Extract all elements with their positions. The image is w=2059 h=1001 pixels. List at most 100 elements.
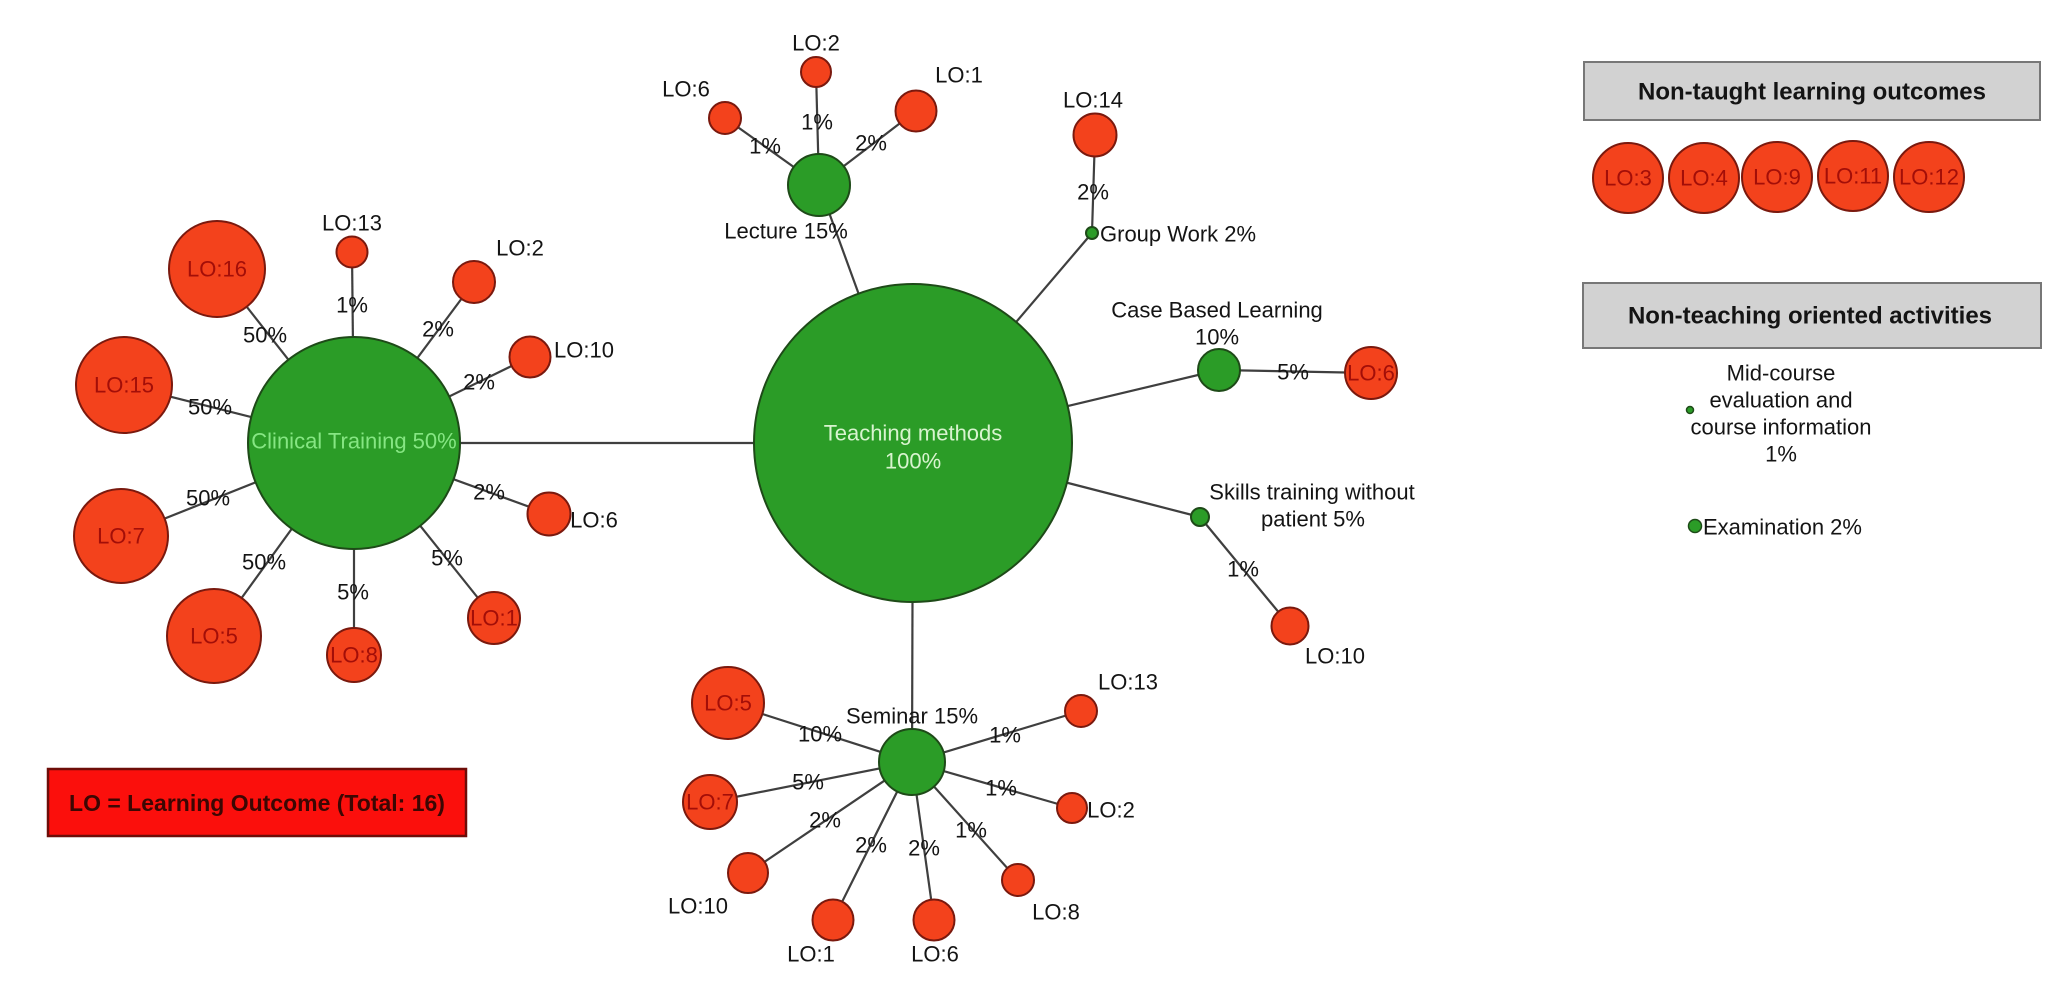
edge-label-clinical-c5: 50% [242, 550, 286, 575]
node-label-teaching-line-2: 100% [885, 449, 941, 474]
node-label-case-line-2: 10% [1195, 325, 1239, 350]
node-label-m8: LO:8 [1032, 900, 1080, 925]
edge-label-clinical-c7: 50% [186, 486, 230, 511]
edge-label-seminar-m2: 1% [985, 776, 1017, 801]
node-label-m6: LO:6 [911, 942, 959, 967]
node-label-s10: LO:10 [1305, 644, 1365, 669]
node-c1 [467, 591, 521, 645]
legend-title-non-taught: Non-taught learning outcomes [1638, 79, 1986, 106]
node-lg11 [1817, 140, 1889, 212]
edge-label-seminar-m10: 2% [809, 808, 841, 833]
node-m1 [811, 898, 855, 942]
node-lg12 [1893, 141, 1965, 213]
node-label-l6: LO:6 [662, 77, 710, 102]
node-c13 [335, 235, 369, 269]
node-m10 [727, 852, 769, 894]
node-m13 [1064, 694, 1098, 728]
legend-mid-course-line-2: evaluation and [1709, 388, 1852, 413]
node-l1 [894, 89, 938, 133]
node-label-c6: LO:6 [570, 508, 618, 533]
legend: Non-taught learning outcomes Non-teachin… [1582, 61, 2042, 540]
node-label-c10: LO:10 [554, 338, 614, 363]
node-lg9 [1741, 141, 1813, 213]
node-m8 [1001, 863, 1035, 897]
edge-label-skills-s10: 1% [1227, 557, 1259, 582]
node-label-c13: LO:13 [322, 211, 382, 236]
node-label-skills-line-1: Skills training without [1209, 480, 1414, 505]
node-label-m2: LO:2 [1087, 798, 1135, 823]
node-l6 [708, 101, 742, 135]
node-label-c7: LO:7 [97, 524, 145, 549]
edge-label-seminar-m13: 1% [989, 723, 1021, 748]
node-label-seminar: Seminar 15% [846, 704, 978, 729]
edge-label-lecture-l2: 1% [801, 110, 833, 135]
legend-box-non-teaching [1582, 282, 2042, 349]
node-label-m1: LO:1 [787, 942, 835, 967]
node-label-clinical: Clinical Training 50% [251, 429, 456, 454]
node-l2 [800, 56, 832, 88]
edge-label-clinical-c2: 2% [422, 317, 454, 342]
node-lg3 [1592, 142, 1664, 214]
node-label-m10: LO:10 [668, 894, 728, 919]
edge-label-clinical-c16: 50% [243, 323, 287, 348]
node-clinical [247, 336, 461, 550]
node-skills [1190, 507, 1210, 527]
edge-label-lecture-l1: 2% [855, 131, 887, 156]
edge-label-clinical-c10: 2% [463, 370, 495, 395]
node-label-lg9: LO:9 [1753, 165, 1801, 190]
node-label-m7: LO:7 [686, 790, 734, 815]
legend-mid-course-line-4: 1% [1765, 442, 1797, 467]
node-label-lg11: LO:11 [1824, 164, 1882, 189]
node-s10 [1270, 606, 1310, 646]
node-m2 [1056, 792, 1088, 824]
edge-label-clinical-c13: 1% [336, 293, 368, 318]
legend-mid-course-dot [1685, 405, 1695, 415]
node-label-c16: LO:16 [187, 257, 247, 282]
node-label-lecture: Lecture 15% [724, 219, 848, 244]
graph-nodes [73, 56, 1965, 942]
node-label-m13: LO:13 [1098, 670, 1158, 695]
note-box [46, 767, 468, 838]
node-m7 [682, 774, 738, 830]
node-label-g14: LO:14 [1063, 88, 1123, 113]
edge-label-clinical-c8: 5% [337, 580, 369, 605]
node-label-lg12: LO:12 [1899, 165, 1959, 190]
node-label-teaching-line-1: Teaching methods [824, 421, 1003, 446]
edge-label-group-g14: 2% [1077, 180, 1109, 205]
node-seminar [878, 728, 946, 796]
node-label-c2: LO:2 [496, 236, 544, 261]
edge-label-seminar-m7: 5% [792, 770, 824, 795]
edge-label-clinical-c1: 5% [431, 546, 463, 571]
legend-mid-course-line-3: course information [1691, 415, 1872, 440]
edge-label-clinical-c15: 50% [188, 395, 232, 420]
node-label-c1: LO:1 [470, 606, 518, 631]
node-g14 [1072, 112, 1118, 158]
edge-label-seminar-m1: 2% [855, 833, 887, 858]
node-lg4 [1668, 142, 1740, 214]
edge-label-lecture-l6: 1% [749, 134, 781, 159]
node-c5 [166, 588, 262, 684]
legend-box-non-taught [1583, 61, 2041, 121]
node-label-lg4: LO:4 [1680, 166, 1728, 191]
note-text: LO = Learning Outcome (Total: 16) [69, 790, 445, 816]
note-box-group: LO = Learning Outcome (Total: 16) [46, 767, 468, 838]
edge-label-clinical-c6: 2% [473, 480, 505, 505]
node-c15 [75, 336, 173, 434]
node-group [1085, 226, 1099, 240]
node-c7 [73, 488, 169, 584]
edge-label-case-cb6: 5% [1277, 360, 1309, 385]
node-label-c15: LO:15 [94, 373, 154, 398]
node-label-l2: LO:2 [792, 31, 840, 56]
node-m5 [691, 666, 765, 740]
node-c16 [168, 220, 266, 318]
node-label-lg3: LO:3 [1604, 166, 1652, 191]
node-label-skills-line-2: patient 5% [1261, 507, 1365, 532]
edge-label-seminar-m6: 2% [908, 836, 940, 861]
graph-labels: 50% 1% 2% 2% 50% 2% 50% 5% 50% 5% 1% 1% 2% 2% 5% 1% 10% 5… [94, 31, 1959, 967]
node-label-group: Group Work 2% [1100, 222, 1256, 247]
edge-label-seminar-m5: 10% [798, 722, 842, 747]
node-lecture [787, 153, 851, 217]
